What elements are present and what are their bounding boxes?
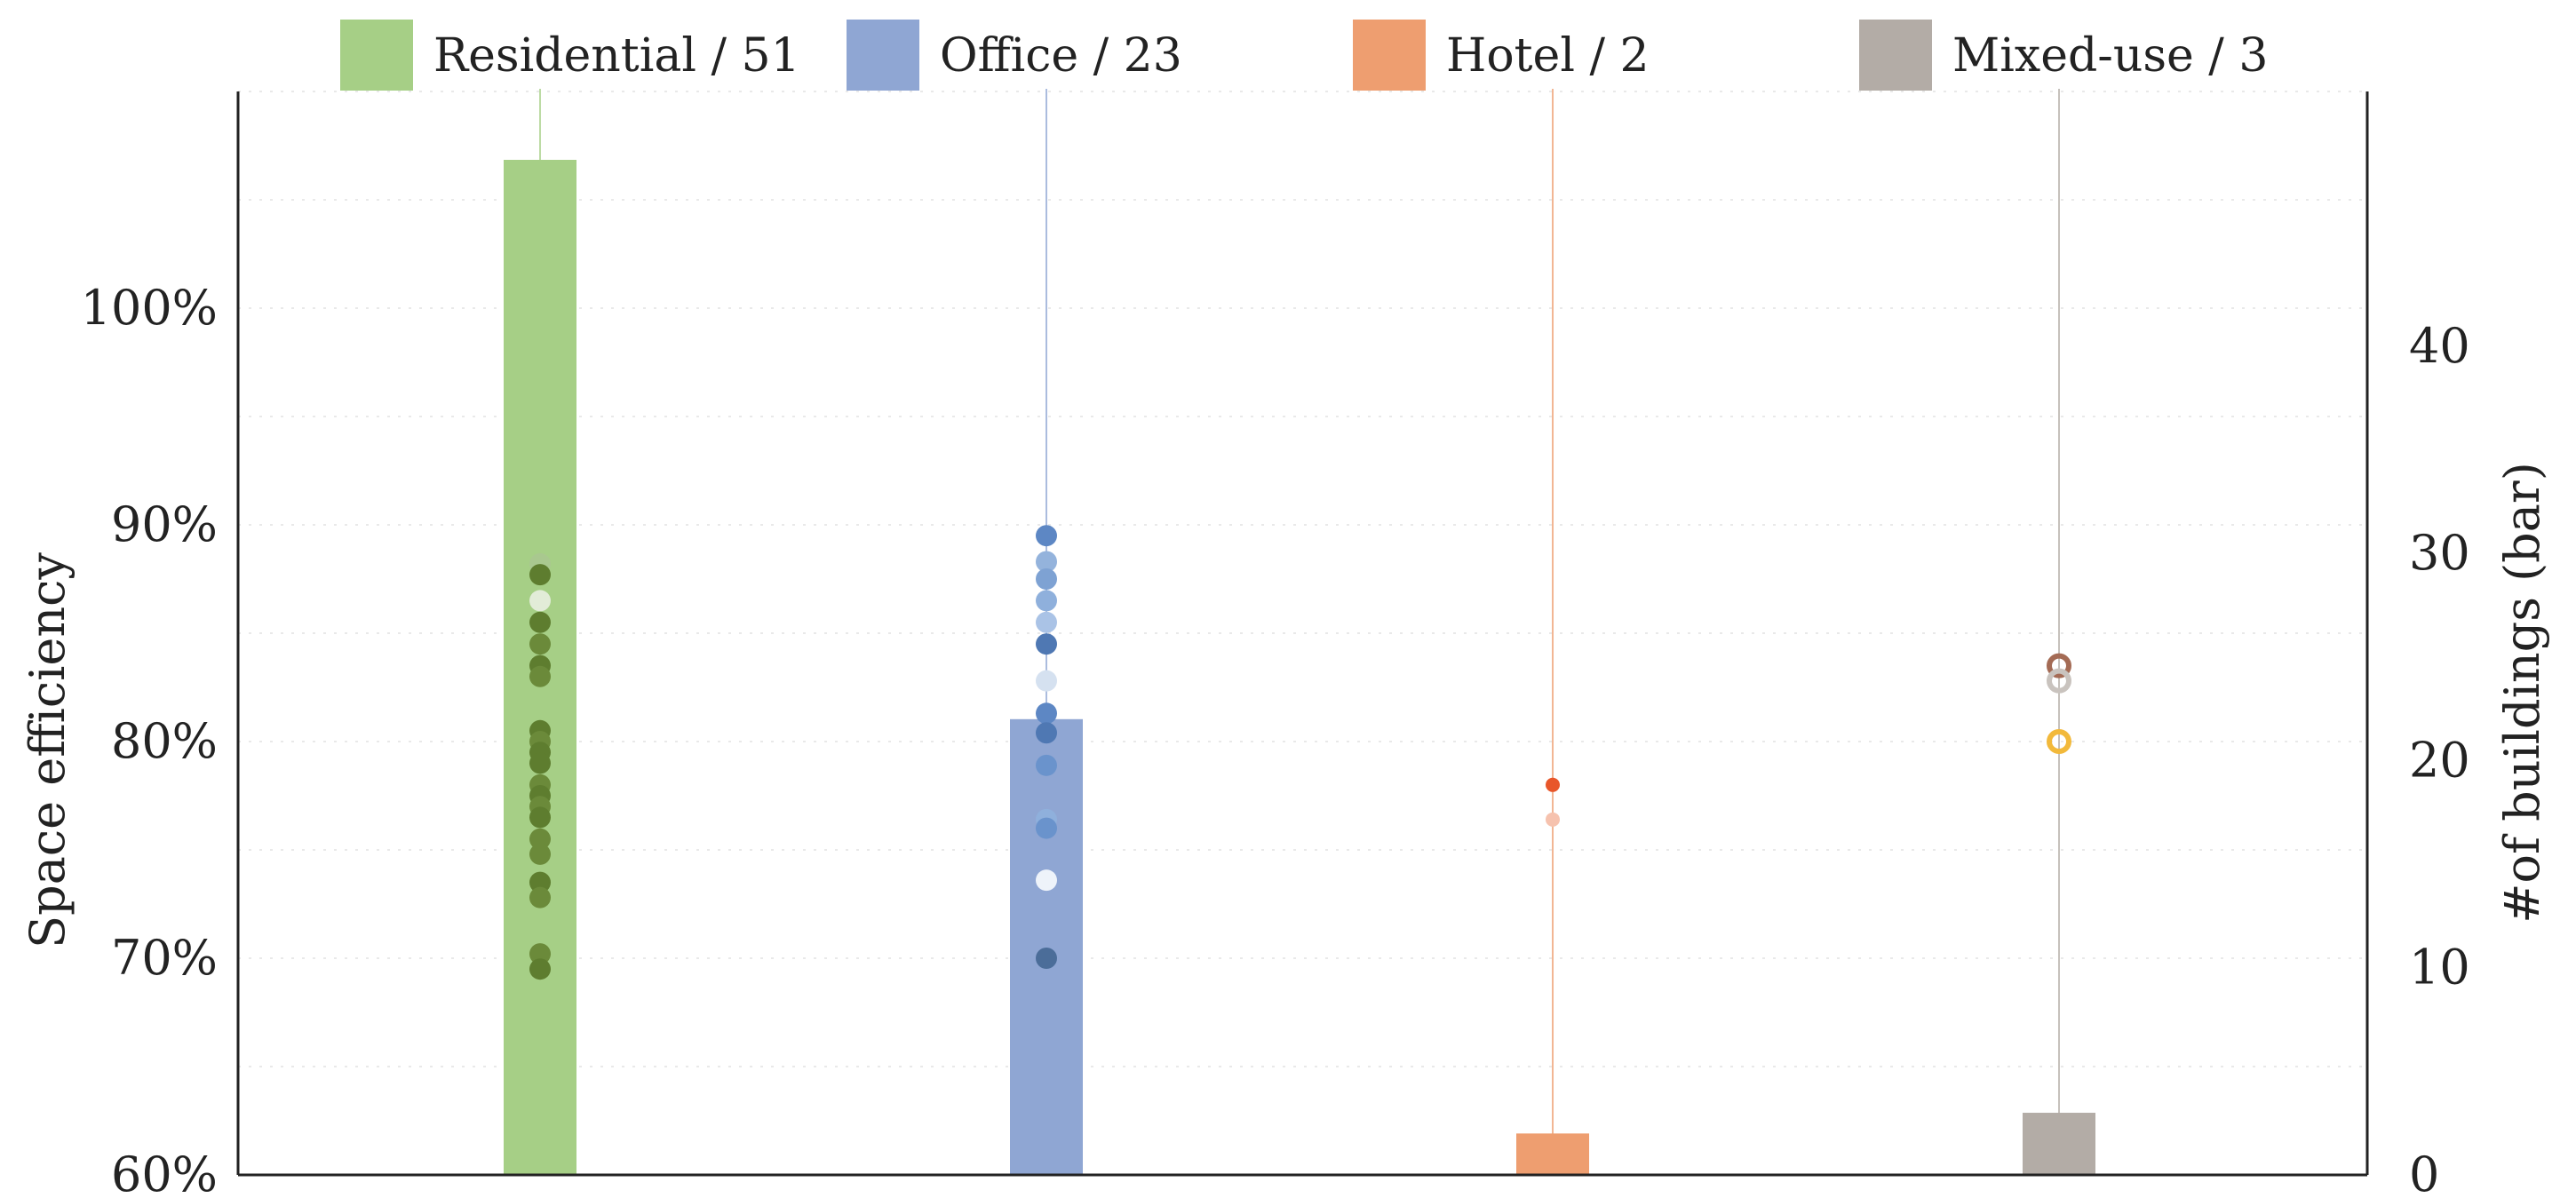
data-point (2047, 653, 2071, 678)
legend-item: Office / 23 (847, 20, 1182, 91)
data-point (1546, 777, 1560, 792)
left-tick-label: 80% (111, 713, 218, 769)
data-point (1036, 702, 1057, 725)
data-point (2047, 668, 2071, 694)
data-point (1036, 817, 1057, 839)
data-point (529, 843, 551, 865)
left-tick-label: 100% (81, 280, 218, 336)
data-point (1036, 869, 1057, 892)
data-point (2047, 729, 2071, 754)
legend-item: Mixed-use / 3 (1859, 20, 2268, 91)
right-tick-label: 20 (2409, 732, 2470, 788)
data-point (1036, 754, 1057, 776)
data-point (529, 633, 551, 655)
data-point (529, 806, 551, 829)
data-point (529, 886, 551, 908)
axes (236, 91, 2369, 1177)
bars (504, 159, 2095, 1175)
legend-swatch (1353, 20, 1426, 91)
legend-label: Residential / 51 (433, 29, 800, 83)
data-point (529, 943, 551, 965)
y-axis-title-left: Space efficiency (20, 552, 76, 948)
data-point (1036, 722, 1057, 744)
legend-item: Residential / 51 (340, 20, 800, 91)
data-point (1036, 568, 1057, 590)
data-point (1036, 611, 1057, 633)
right-tick-label: 0 (2409, 1146, 2439, 1198)
right-tick-label: 40 (2409, 318, 2470, 374)
legend-label: Hotel / 2 (1446, 29, 1650, 83)
right-tick-label: 10 (2409, 940, 2470, 996)
left-tick-label: 60% (111, 1146, 218, 1198)
legend-item: Hotel / 2 (1353, 20, 1650, 91)
y-axis-title-right: #of buildings (bar) (2494, 462, 2550, 924)
legend: Residential / 51 Office / 23 Hotel / 2 Mixe… (340, 20, 2268, 91)
data-point (529, 752, 551, 774)
data-point (1036, 633, 1057, 655)
data-points (529, 525, 2071, 980)
data-point (529, 665, 551, 687)
data-point (1036, 670, 1057, 692)
data-point (529, 828, 551, 850)
data-point (529, 958, 551, 980)
left-tick-labels: 60% 70% 80% 90% 100% (81, 280, 218, 1198)
data-point (1036, 948, 1057, 969)
data-point (1036, 590, 1057, 612)
data-point (529, 611, 551, 633)
data-point (529, 564, 551, 586)
legend-swatch (1859, 20, 1932, 91)
data-point (1546, 812, 1560, 827)
legend-label: Mixed-use / 3 (1952, 29, 2268, 83)
data-point (1036, 525, 1057, 547)
category-lines (539, 89, 2060, 1175)
legend-swatch (340, 20, 413, 91)
data-point (529, 590, 551, 612)
data-point (529, 871, 551, 893)
right-tick-labels: 0 10 20 30 40 (2409, 318, 2470, 1198)
right-tick-label: 30 (2409, 525, 2470, 581)
legend-label: Office / 23 (940, 29, 1182, 83)
data-point (1036, 551, 1057, 573)
left-tick-label: 70% (111, 930, 218, 986)
legend-swatch (847, 20, 919, 91)
left-tick-label: 90% (111, 496, 218, 552)
